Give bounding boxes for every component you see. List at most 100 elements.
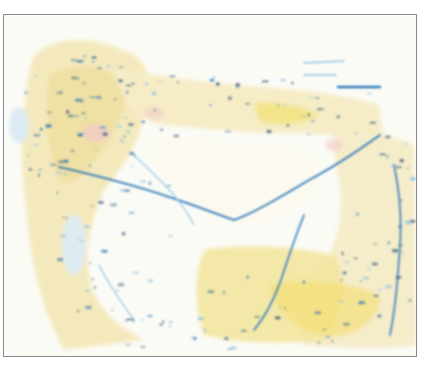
map-symbol — [40, 127, 43, 131]
map-symbol — [360, 280, 362, 282]
map-symbol — [65, 216, 68, 219]
light-blue-wash — [9, 107, 29, 143]
map-symbol — [235, 83, 240, 87]
map-symbol — [140, 345, 146, 348]
map-symbol — [126, 130, 131, 134]
map-frame — [3, 14, 417, 357]
map-symbol — [284, 307, 286, 310]
land-west-interior — [47, 66, 125, 184]
map-symbol — [115, 289, 120, 292]
map-symbol — [197, 317, 204, 321]
map-symbol — [160, 128, 164, 131]
map-symbol — [77, 133, 83, 137]
map-symbol — [148, 279, 153, 282]
map-detail-marks — [24, 55, 416, 350]
river-line — [98, 264, 135, 321]
map-symbol — [88, 164, 92, 167]
map-landmass — [9, 39, 416, 351]
map-symbol — [367, 267, 371, 271]
map-symbol — [82, 82, 86, 85]
map-symbol — [131, 82, 135, 85]
map-symbol — [408, 298, 412, 302]
map-symbol — [63, 159, 69, 163]
map-canvas[interactable] — [4, 15, 416, 356]
map-symbol — [97, 67, 102, 69]
map-symbol — [76, 309, 80, 313]
map-symbol — [89, 96, 96, 98]
map-symbol — [144, 83, 149, 86]
map-symbol — [82, 55, 87, 57]
map-symbol — [275, 316, 281, 320]
map-symbol — [125, 117, 127, 119]
map-symbol — [114, 98, 116, 101]
map-symbol — [387, 241, 391, 245]
map-symbol — [128, 211, 135, 214]
map-symbol — [94, 286, 97, 289]
map-symbol — [81, 112, 86, 115]
map-symbol — [379, 153, 386, 156]
map-symbol — [126, 318, 133, 321]
map-symbol — [132, 319, 135, 322]
map-symbol — [228, 96, 232, 100]
map-symbol — [311, 120, 315, 123]
map-symbol — [157, 80, 164, 82]
map-symbol — [107, 64, 110, 68]
map-symbol — [62, 216, 65, 218]
map-symbol — [27, 154, 29, 156]
map-symbol — [245, 102, 251, 105]
map-symbol — [168, 325, 171, 328]
map-symbol — [60, 91, 62, 95]
map-symbol — [291, 81, 294, 85]
map-symbol — [37, 169, 43, 171]
map-symbol — [302, 280, 306, 284]
map-symbol — [71, 76, 76, 79]
map-symbol — [84, 117, 87, 119]
river-line — [133, 154, 195, 226]
map-symbol — [74, 77, 79, 80]
map-symbol — [405, 220, 411, 225]
map-symbol — [286, 124, 290, 127]
map-symbol — [24, 91, 28, 95]
map-symbol — [338, 300, 344, 303]
map-symbol — [308, 97, 313, 99]
map-symbol — [75, 98, 82, 102]
map-symbol — [385, 285, 392, 289]
map-symbol — [193, 336, 197, 341]
map-symbol — [125, 91, 129, 94]
map-symbol — [119, 66, 123, 68]
map-symbol — [401, 251, 404, 254]
map-symbol — [203, 328, 207, 332]
map-symbol — [121, 232, 126, 236]
map-symbol — [101, 249, 108, 253]
map-symbol — [173, 134, 179, 137]
map-symbol — [246, 275, 249, 279]
map-symbol — [212, 76, 215, 80]
map-symbol — [81, 240, 84, 243]
map-symbol — [336, 115, 340, 119]
map-symbol — [116, 125, 122, 128]
map-symbol — [96, 96, 102, 99]
map-symbol — [385, 135, 391, 139]
map-symbol — [410, 220, 416, 223]
map-symbol — [33, 134, 40, 137]
map-symbol — [60, 235, 66, 237]
central-basin — [154, 135, 317, 226]
map-symbol — [326, 336, 330, 338]
map-symbol — [169, 75, 175, 78]
map-symbol — [371, 262, 378, 266]
map-symbol — [38, 173, 40, 177]
map-symbol — [85, 305, 92, 310]
map-symbol — [57, 258, 63, 262]
map-symbol — [301, 116, 307, 118]
map-symbol — [254, 316, 260, 318]
map-symbol — [91, 56, 97, 59]
map-symbol — [398, 244, 404, 246]
map-symbol — [148, 181, 151, 185]
map-symbol — [355, 212, 359, 216]
map-symbol — [92, 60, 95, 63]
map-symbol — [167, 184, 171, 187]
boundary-line — [58, 134, 381, 221]
map-symbol — [94, 148, 98, 150]
map-symbol — [81, 99, 84, 103]
